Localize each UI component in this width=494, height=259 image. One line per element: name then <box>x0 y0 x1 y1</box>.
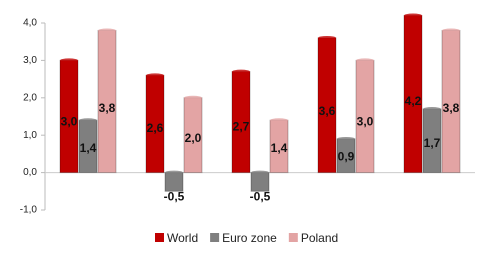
bar-cap <box>251 170 269 175</box>
data-label: -0,5 <box>250 189 271 203</box>
y-tick-label: -1,0 <box>20 205 38 216</box>
y-tick-label: 0,0 <box>23 167 37 178</box>
data-label: 4,2 <box>405 94 422 108</box>
data-label: 1,4 <box>80 141 97 155</box>
data-label: 2,6 <box>147 121 164 135</box>
data-label: 0,9 <box>338 150 355 164</box>
legend-label: World <box>167 231 198 245</box>
data-label: 2,7 <box>233 119 250 133</box>
bar-cap <box>270 118 288 123</box>
y-tick-label: 1,0 <box>23 130 37 141</box>
bar-cap <box>356 58 374 63</box>
bar-cap <box>404 13 422 18</box>
data-label: 3,0 <box>357 114 374 128</box>
bar-cap <box>184 95 202 100</box>
bar-cap <box>60 58 78 63</box>
bar-cap <box>232 69 250 74</box>
bar-cap <box>165 170 183 175</box>
bar-cap <box>98 28 116 33</box>
y-tick-label: 3,0 <box>23 55 37 66</box>
bar-cap <box>337 136 355 141</box>
data-label: 2,0 <box>185 131 202 145</box>
data-label: 3,6 <box>319 104 336 118</box>
bar-cap <box>146 73 164 78</box>
legend-label: Poland <box>301 231 338 245</box>
legend-label: Euro zone <box>222 231 277 245</box>
y-tick-label: 2,0 <box>23 92 37 103</box>
data-label: 3,0 <box>61 114 78 128</box>
legend-swatch <box>210 233 220 242</box>
bar-cap <box>442 28 460 33</box>
legend-swatch <box>288 233 298 242</box>
data-label: 1,7 <box>424 136 441 150</box>
bar-cap <box>423 107 441 112</box>
bar-cap <box>79 118 97 123</box>
data-label: 1,4 <box>271 141 288 155</box>
data-label: 3,8 <box>99 101 116 115</box>
bar-cap <box>318 35 336 40</box>
data-label: -0,5 <box>164 189 185 203</box>
y-tick-label: 4,0 <box>23 18 37 29</box>
data-label: 3,8 <box>443 101 460 115</box>
legend-swatch <box>155 233 164 242</box>
